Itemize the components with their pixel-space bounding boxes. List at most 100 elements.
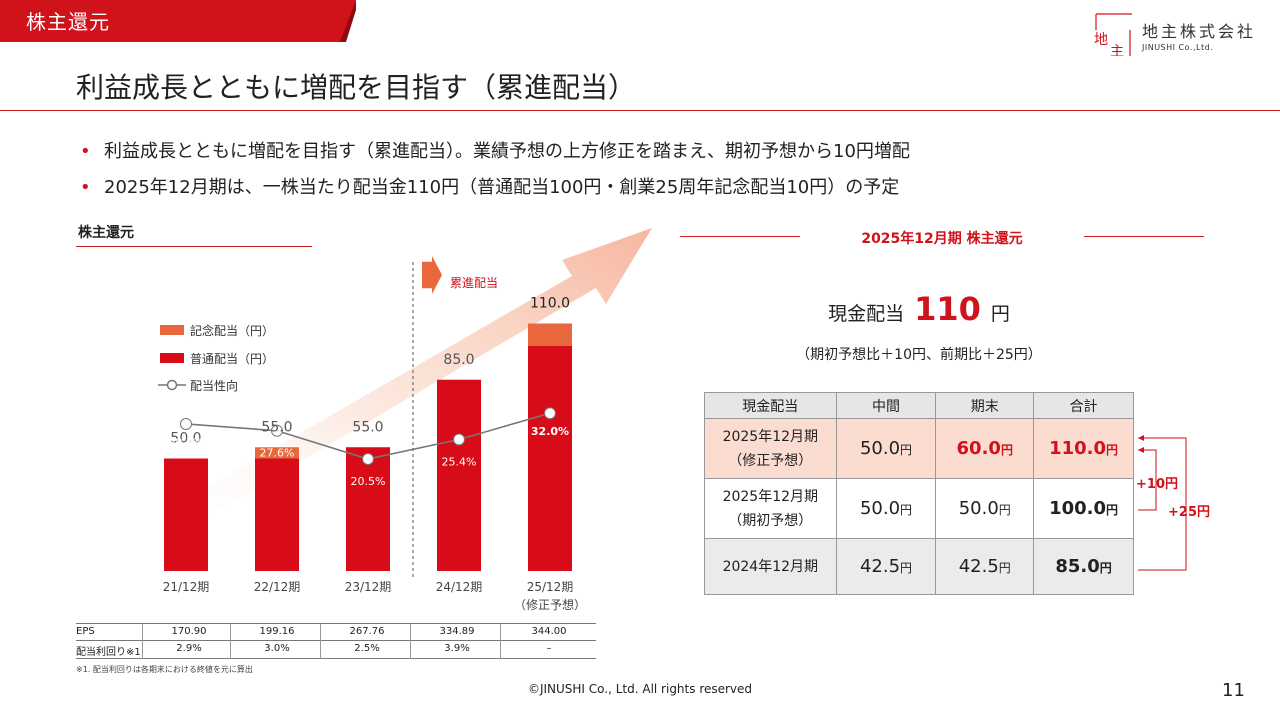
unit-label: 円 bbox=[1106, 503, 1119, 517]
bar-total-label: 55.0 bbox=[352, 419, 383, 435]
right-title-rule-left bbox=[680, 236, 800, 237]
bullet-list: • 利益成長とともに増配を目指す（累進配当）。業績予想の上方修正を踏まえ、期初予… bbox=[80, 134, 910, 206]
eps-divider bbox=[230, 624, 231, 642]
bullet-text: 2025年12月期は、一株当たり配当金110円（普通配当100円・創業25周年記… bbox=[104, 177, 900, 198]
total-cell: 110.0円 bbox=[1033, 418, 1134, 479]
eps-divider bbox=[142, 641, 143, 659]
row-label-line1: 2025年12月期 bbox=[722, 488, 819, 505]
unit-label: 円 bbox=[900, 561, 913, 575]
total-value: 100.0 bbox=[1049, 498, 1107, 519]
title-divider bbox=[0, 110, 1280, 111]
cash-dividend-value: 110 bbox=[914, 290, 981, 328]
interim-cell: 42.5円 bbox=[835, 538, 937, 595]
interim-value: 42.5 bbox=[859, 556, 901, 577]
interim-cell: 50.0円 bbox=[835, 418, 937, 479]
total-value: 85.0 bbox=[1055, 556, 1100, 577]
eps-divider bbox=[320, 624, 321, 642]
logo-mark: 地 主 bbox=[1094, 13, 1132, 56]
section-tag-text: 株主還元 bbox=[26, 10, 110, 34]
payout-label: 32.0% bbox=[531, 425, 569, 438]
table-row: 2024年12月期 42.5円 42.5円 85.0円 bbox=[704, 538, 1134, 595]
payout-label: 27.6% bbox=[260, 447, 295, 460]
progressive-label: 累進配当 bbox=[450, 276, 498, 290]
table-row: 2025年12月期 （修正予想） 50.0円 60.0円 110.0円 bbox=[704, 418, 1134, 479]
bar-commemorative bbox=[528, 323, 572, 346]
bullet-dot: • bbox=[80, 141, 91, 162]
legend-payout: 配当性向 bbox=[190, 378, 238, 393]
eps-divider bbox=[410, 641, 411, 659]
total-cell: 100.0円 bbox=[1033, 478, 1134, 539]
row-label-line1: 2025年12月期 bbox=[722, 428, 819, 445]
eps-divider bbox=[500, 641, 501, 659]
eps-value: 267.76 bbox=[349, 626, 385, 637]
eps-value: 344.00 bbox=[531, 626, 567, 637]
copyright: ©JINUSHI Co., Ltd. All rights reserved bbox=[527, 682, 753, 696]
legend-commemorative: 記念配当（円） bbox=[190, 323, 274, 338]
eps-divider bbox=[500, 624, 501, 642]
unit-label: 円 bbox=[998, 561, 1011, 575]
table-header: 中間 bbox=[835, 392, 937, 419]
company-logo: 地 主 地主株式会社 JINUSHI Co.,Ltd. bbox=[1092, 12, 1262, 58]
bracket-plus10-label: +10円 bbox=[1136, 477, 1178, 492]
right-panel-title: 2025年12月期 株主還元 bbox=[861, 231, 1023, 247]
row-label: 2024年12月期 bbox=[704, 538, 837, 595]
yield-value: 2.5% bbox=[354, 643, 380, 654]
eps-divider bbox=[320, 641, 321, 659]
bracket-plus10-arrow bbox=[1138, 447, 1144, 453]
logo-mark-bottom: 主 bbox=[1110, 44, 1124, 56]
section-tag-shape bbox=[0, 0, 356, 42]
row-label: 2025年12月期 （期初予想） bbox=[704, 478, 837, 539]
final-cell: 42.5円 bbox=[935, 538, 1035, 595]
unit-label: 円 bbox=[900, 503, 913, 517]
bar-total-label: 55.0 bbox=[261, 419, 292, 435]
eps-divider bbox=[230, 641, 231, 659]
final-cell: 50.0円 bbox=[935, 478, 1035, 539]
chart-labels: 50.0 21/12期 55.0 22/12期 55.0 23/12期 85.0 24/12期… bbox=[163, 296, 586, 613]
payout-point bbox=[453, 433, 465, 446]
bracket-plus10 bbox=[1138, 449, 1157, 511]
row-label-line2: （修正予想） bbox=[728, 452, 813, 469]
unit-label: 円 bbox=[998, 503, 1011, 517]
yield-value: – bbox=[546, 643, 552, 654]
payout-label: 29.3% bbox=[169, 436, 204, 449]
yield-row: 配当利回り※1 2.9% 3.0% 2.5% 3.9% – bbox=[76, 641, 596, 659]
payout-label: 25.4% bbox=[442, 455, 477, 468]
eps-table: EPS 170.90 199.16 267.76 334.89 344.00 配… bbox=[76, 623, 596, 659]
interim-cell: 50.0円 bbox=[835, 478, 937, 539]
cash-dividend-headline: 現金配当 110 円 bbox=[704, 290, 1134, 328]
row-label: 2025年12月期 （修正予想） bbox=[704, 418, 837, 479]
page-number: 11 bbox=[1222, 680, 1245, 701]
table-header: 合計 bbox=[1033, 392, 1134, 419]
row-label-line2: （期初予想） bbox=[728, 512, 813, 529]
legend-swatch-regular bbox=[160, 353, 184, 363]
bullet-item: • 2025年12月期は、一株当たり配当金110円（普通配当100円・創業25周… bbox=[80, 170, 910, 206]
bar-regular bbox=[164, 458, 208, 571]
chart-section-label: 株主還元 bbox=[78, 225, 134, 241]
cash-dividend-unit: 円 bbox=[990, 303, 1010, 325]
bracket-plus25 bbox=[1138, 437, 1187, 571]
payout-point bbox=[180, 417, 192, 430]
final-value: 50.0 bbox=[958, 498, 999, 519]
x-tick-label: 25/12期 bbox=[527, 580, 574, 594]
yield-row-label: 配当利回り※1 bbox=[76, 647, 141, 658]
bar-regular bbox=[437, 379, 481, 571]
logo-mark-top: 地 bbox=[1094, 32, 1108, 48]
row-label-line1: 2024年12月期 bbox=[722, 558, 819, 575]
cash-dividend-comparison: （期初予想比＋10円、前期比＋25円） bbox=[796, 347, 1042, 363]
bullet-dot: • bbox=[80, 177, 91, 198]
progressive-arrow-icon bbox=[422, 256, 442, 294]
x-tick-label: （修正予想） bbox=[514, 597, 586, 612]
bar-regular bbox=[346, 447, 390, 571]
interim-value: 50.0 bbox=[859, 438, 901, 459]
payout-point bbox=[271, 424, 283, 437]
unit-label: 円 bbox=[1000, 443, 1013, 457]
payout-label: 20.5% bbox=[351, 475, 386, 488]
table-header-row: 現金配当 中間 期末 合計 bbox=[704, 392, 1134, 419]
right-title-rule-right bbox=[1084, 236, 1204, 237]
eps-divider bbox=[142, 624, 143, 642]
bar-total-label: 85.0 bbox=[443, 352, 474, 368]
eps-divider bbox=[410, 624, 411, 642]
payout-point bbox=[544, 407, 556, 420]
logo-name: 地主株式会社 bbox=[1142, 22, 1257, 41]
eps-row-label: EPS bbox=[76, 626, 95, 637]
